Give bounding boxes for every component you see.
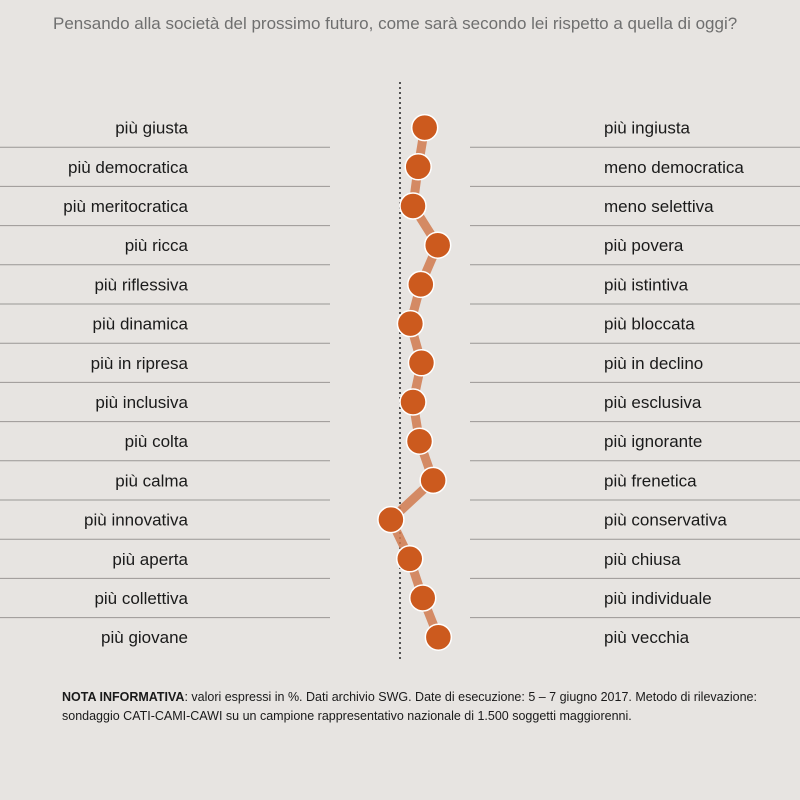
note-label: NOTA INFORMATIVA [62, 690, 185, 704]
left-label: più colta [125, 432, 189, 451]
data-point [407, 349, 436, 377]
right-label: più individuale [604, 589, 712, 608]
note-text: : valori espressi in %. Dati archivio SW… [62, 690, 757, 723]
left-label: più collettiva [94, 589, 188, 608]
right-label: più in declino [604, 354, 703, 373]
left-label: più democratica [68, 158, 189, 177]
data-point [419, 466, 447, 495]
data-point [399, 192, 427, 220]
chart-title: Pensando alla società del prossimo futur… [53, 14, 738, 33]
left-label: più giovane [101, 628, 188, 647]
info-note: NOTA INFORMATIVA: valori espressi in %. … [62, 688, 782, 726]
left-label: più inclusiva [95, 393, 188, 412]
data-point [396, 309, 425, 338]
right-label: più povera [604, 236, 684, 255]
left-labels: più giusta più democratica più meritocrati… [63, 119, 188, 648]
right-label: più vecchia [604, 628, 690, 647]
left-label: più meritocratica [63, 197, 188, 216]
data-point [404, 153, 432, 181]
data-point [423, 231, 452, 259]
right-label: più conservativa [604, 511, 727, 530]
right-label: più istintiva [604, 275, 689, 294]
right-label: più ingiusta [604, 119, 691, 138]
right-label: meno selettiva [604, 197, 714, 216]
chart-svg: più giusta più democratica più meritocrati… [0, 82, 800, 660]
right-label: più ignorante [604, 432, 702, 451]
left-label: più in ripresa [91, 354, 189, 373]
data-point [407, 270, 435, 299]
data-point [409, 584, 437, 612]
right-label: più chiusa [604, 550, 681, 569]
right-label: più bloccata [604, 315, 695, 334]
data-point [410, 113, 439, 142]
left-label: più riflessiva [94, 275, 188, 294]
right-label: più frenetica [604, 471, 697, 490]
data-point [396, 545, 424, 573]
data-point [424, 623, 453, 651]
left-label: più dinamica [93, 315, 189, 334]
right-labels: più ingiusta meno democratica meno seletti… [604, 119, 744, 648]
data-point [377, 505, 405, 534]
data-point [399, 388, 427, 416]
left-label: più aperta [112, 550, 188, 569]
right-label: meno democratica [604, 158, 744, 177]
left-label: più innovativa [84, 511, 189, 530]
row-separators [0, 146, 800, 619]
right-label: più esclusiva [604, 393, 702, 412]
left-label: più calma [115, 471, 188, 490]
left-label: più ricca [125, 236, 189, 255]
left-label: più giusta [115, 119, 188, 138]
data-point [405, 427, 434, 455]
data-points [377, 113, 453, 651]
